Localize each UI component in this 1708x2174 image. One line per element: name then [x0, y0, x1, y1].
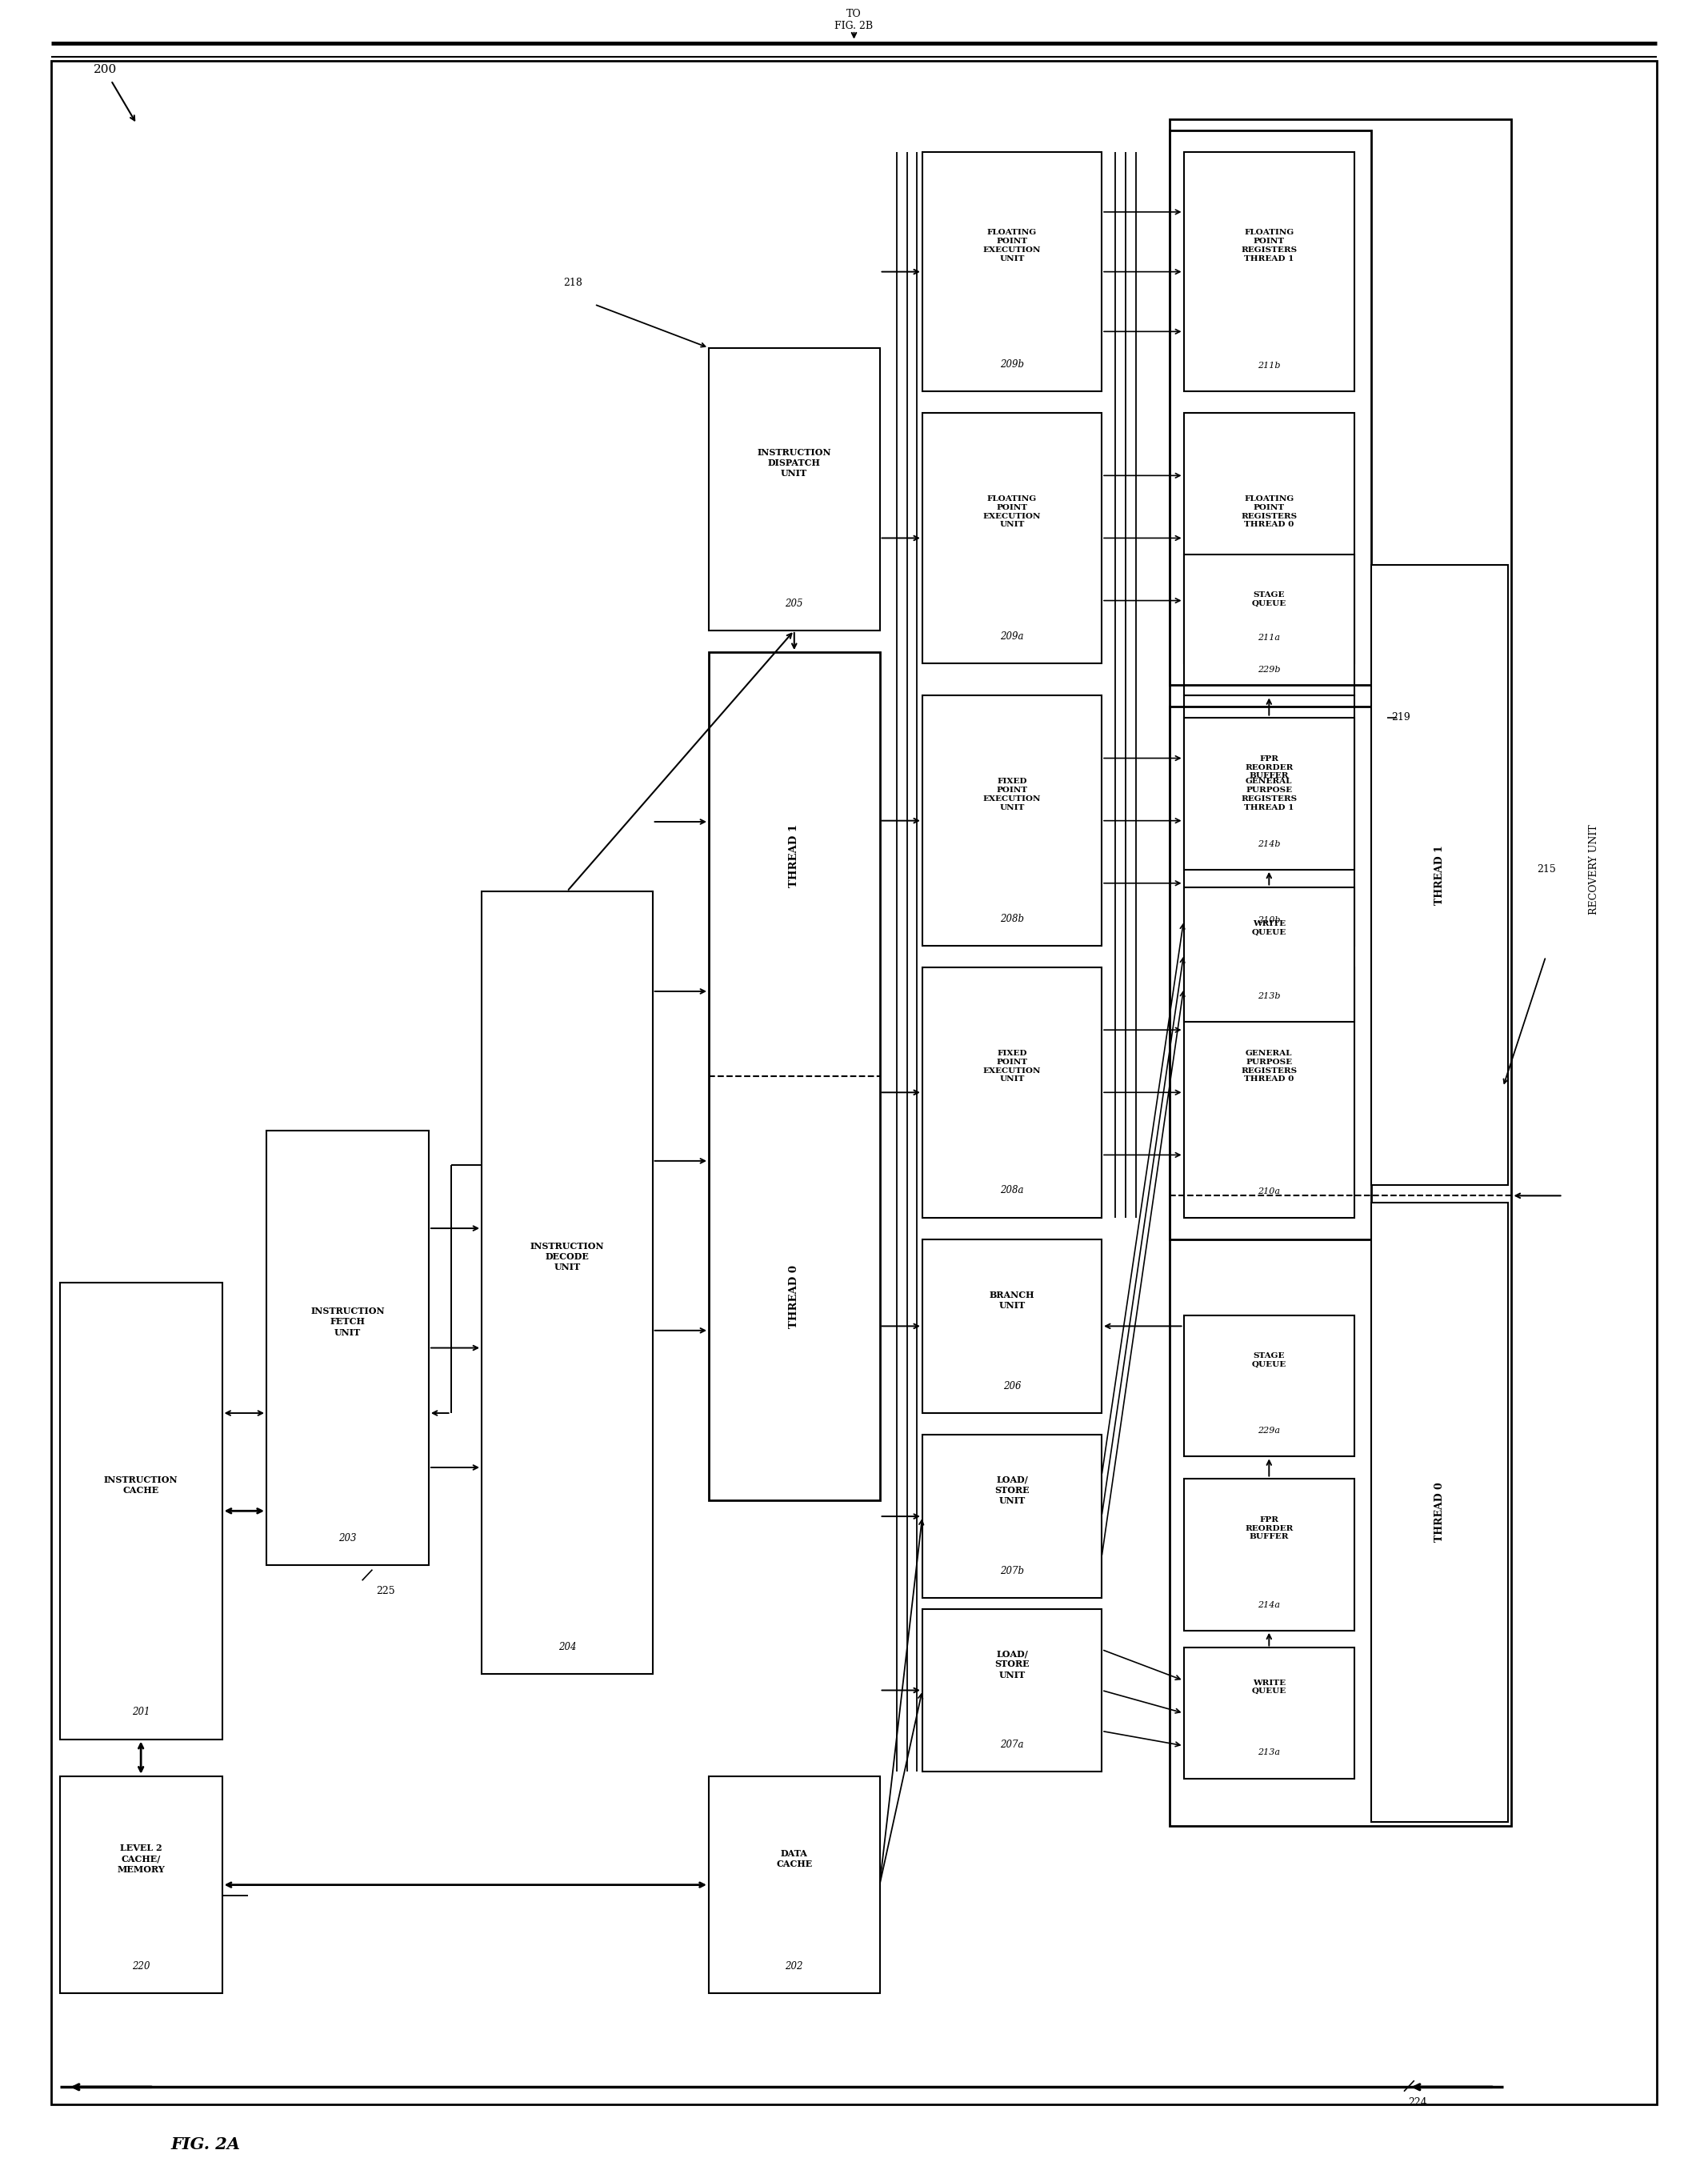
Text: 211a: 211a: [1257, 633, 1281, 641]
Text: FIXED
POINT
EXECUTION
UNIT: FIXED POINT EXECUTION UNIT: [984, 1050, 1040, 1083]
Text: STAGE
QUEUE: STAGE QUEUE: [1252, 591, 1286, 607]
FancyBboxPatch shape: [1184, 554, 1354, 696]
FancyBboxPatch shape: [1372, 1202, 1508, 1822]
FancyBboxPatch shape: [1184, 1478, 1354, 1630]
Text: LEVEL 2
CACHE/
MEMORY: LEVEL 2 CACHE/ MEMORY: [118, 1844, 164, 1874]
Text: WRITE
QUEUE: WRITE QUEUE: [1252, 920, 1286, 937]
Text: 225: 225: [376, 1587, 395, 1596]
Text: DATA
CACHE: DATA CACHE: [775, 1850, 813, 1867]
FancyBboxPatch shape: [1372, 565, 1508, 1185]
Text: 210b: 210b: [1257, 915, 1281, 924]
Text: FLOATING
POINT
REGISTERS
THREAD 1: FLOATING POINT REGISTERS THREAD 1: [1242, 228, 1296, 263]
FancyBboxPatch shape: [1184, 413, 1354, 663]
Text: THREAD 0: THREAD 0: [789, 1265, 799, 1328]
Text: 204: 204: [559, 1641, 576, 1652]
Text: GENERAL
PURPOSE
REGISTERS
THREAD 0: GENERAL PURPOSE REGISTERS THREAD 0: [1242, 1050, 1296, 1083]
FancyBboxPatch shape: [1184, 967, 1354, 1217]
Text: INSTRUCTION
FETCH
UNIT: INSTRUCTION FETCH UNIT: [311, 1307, 384, 1337]
FancyBboxPatch shape: [1184, 887, 1354, 1022]
Text: 214b: 214b: [1257, 839, 1281, 848]
FancyBboxPatch shape: [922, 1239, 1102, 1413]
Text: THREAD 1: THREAD 1: [1435, 846, 1445, 904]
Text: 207b: 207b: [999, 1565, 1025, 1576]
Text: LOAD/
STORE
UNIT: LOAD/ STORE UNIT: [994, 1476, 1030, 1504]
Text: 208a: 208a: [1001, 1185, 1023, 1196]
Text: INSTRUCTION
CACHE: INSTRUCTION CACHE: [104, 1476, 178, 1494]
FancyBboxPatch shape: [60, 1776, 222, 1994]
Text: 210a: 210a: [1257, 1187, 1281, 1196]
Text: 224: 224: [1407, 2098, 1428, 2107]
Text: 202: 202: [786, 1961, 803, 1972]
Text: 208b: 208b: [999, 913, 1025, 924]
FancyBboxPatch shape: [922, 152, 1102, 391]
Text: GENERAL
PURPOSE
REGISTERS
THREAD 1: GENERAL PURPOSE REGISTERS THREAD 1: [1242, 778, 1296, 811]
Text: 201: 201: [132, 1707, 150, 1717]
Text: 219: 219: [1390, 713, 1411, 722]
Text: TO
FIG. 2B: TO FIG. 2B: [835, 9, 873, 30]
Text: THREAD 0: THREAD 0: [1435, 1483, 1445, 1541]
FancyBboxPatch shape: [922, 967, 1102, 1217]
Text: 206: 206: [1003, 1380, 1021, 1391]
Text: 218: 218: [564, 278, 582, 287]
Text: RECOVERY UNIT: RECOVERY UNIT: [1588, 824, 1599, 915]
FancyBboxPatch shape: [922, 413, 1102, 663]
FancyBboxPatch shape: [922, 696, 1102, 946]
FancyBboxPatch shape: [266, 1130, 429, 1565]
FancyBboxPatch shape: [482, 891, 652, 1674]
Text: 213a: 213a: [1257, 1748, 1281, 1757]
Text: 229b: 229b: [1257, 665, 1281, 674]
FancyBboxPatch shape: [1184, 152, 1354, 391]
Text: FLOATING
POINT
EXECUTION
UNIT: FLOATING POINT EXECUTION UNIT: [984, 228, 1040, 263]
Text: 213b: 213b: [1257, 991, 1281, 1000]
Text: 214a: 214a: [1257, 1600, 1281, 1609]
Text: BRANCH
UNIT: BRANCH UNIT: [989, 1291, 1035, 1309]
Text: THREAD 1: THREAD 1: [789, 824, 799, 887]
Text: INSTRUCTION
DISPATCH
UNIT: INSTRUCTION DISPATCH UNIT: [757, 448, 832, 478]
FancyBboxPatch shape: [709, 348, 880, 630]
Text: 203: 203: [338, 1533, 357, 1544]
Text: 211b: 211b: [1257, 361, 1281, 370]
Text: STAGE
QUEUE: STAGE QUEUE: [1252, 1352, 1286, 1367]
Text: FPR
REORDER
BUFFER: FPR REORDER BUFFER: [1245, 1515, 1293, 1541]
Text: 229a: 229a: [1257, 1426, 1281, 1435]
Text: FIXED
POINT
EXECUTION
UNIT: FIXED POINT EXECUTION UNIT: [984, 778, 1040, 811]
FancyBboxPatch shape: [1184, 1315, 1354, 1457]
Text: 205: 205: [786, 598, 803, 609]
Text: WRITE
QUEUE: WRITE QUEUE: [1252, 1678, 1286, 1696]
Text: 209a: 209a: [1001, 630, 1023, 641]
Text: 220: 220: [132, 1961, 150, 1972]
FancyBboxPatch shape: [1184, 696, 1354, 946]
FancyBboxPatch shape: [60, 1283, 222, 1739]
FancyBboxPatch shape: [1184, 1648, 1354, 1778]
Text: 207a: 207a: [1001, 1739, 1023, 1750]
Text: FPR
REORDER
BUFFER: FPR REORDER BUFFER: [1245, 754, 1293, 780]
Text: INSTRUCTION
DECODE
UNIT: INSTRUCTION DECODE UNIT: [529, 1241, 605, 1272]
Text: FLOATING
POINT
REGISTERS
THREAD 0: FLOATING POINT REGISTERS THREAD 0: [1242, 496, 1296, 528]
Text: 200: 200: [94, 63, 118, 76]
FancyBboxPatch shape: [922, 1609, 1102, 1772]
Text: FLOATING
POINT
EXECUTION
UNIT: FLOATING POINT EXECUTION UNIT: [984, 496, 1040, 528]
Text: 215: 215: [1537, 865, 1556, 874]
FancyBboxPatch shape: [709, 1776, 880, 1994]
FancyBboxPatch shape: [922, 1435, 1102, 1598]
Text: FIG. 2A: FIG. 2A: [171, 2137, 241, 2152]
Text: 209b: 209b: [999, 359, 1025, 370]
FancyBboxPatch shape: [1184, 717, 1354, 870]
Text: LOAD/
STORE
UNIT: LOAD/ STORE UNIT: [994, 1650, 1030, 1678]
FancyBboxPatch shape: [709, 652, 880, 1500]
